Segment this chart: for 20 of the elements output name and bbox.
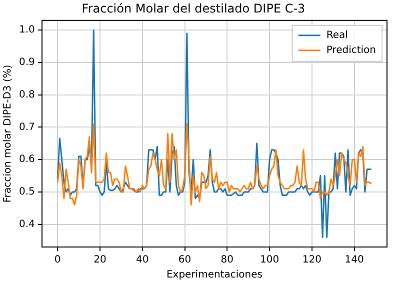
- y-tick-label: 1.0: [18, 24, 35, 36]
- y-tick-label: 0.9: [18, 57, 35, 68]
- x-axis-title: Experimentaciones: [166, 270, 262, 281]
- y-tick-label: 0.5: [18, 186, 35, 198]
- y-axis-title: Fraccion molar DIPE-D3 (%): [2, 64, 14, 203]
- legend-label: Prediction: [326, 44, 376, 56]
- x-tick-label: 100: [260, 254, 280, 266]
- x-tick-label: 20: [94, 254, 106, 266]
- x-tick-label: 40: [136, 254, 149, 266]
- y-tick-label: 0.7: [18, 122, 35, 133]
- x-tick-label: 0: [54, 254, 61, 266]
- x-tick-label: 80: [220, 254, 234, 266]
- y-tick-label: 0.4: [18, 218, 35, 230]
- x-tick-label: 140: [344, 254, 364, 266]
- x-tick-label: 120: [302, 254, 322, 266]
- y-tick-label: 0.8: [18, 89, 35, 100]
- x-tick-label: 60: [178, 254, 192, 266]
- legend-label: Real: [326, 30, 348, 41]
- y-tick-label: 0.6: [18, 154, 35, 166]
- chart-title: Fracción Molar del destilado DIPE C-3: [82, 1, 306, 16]
